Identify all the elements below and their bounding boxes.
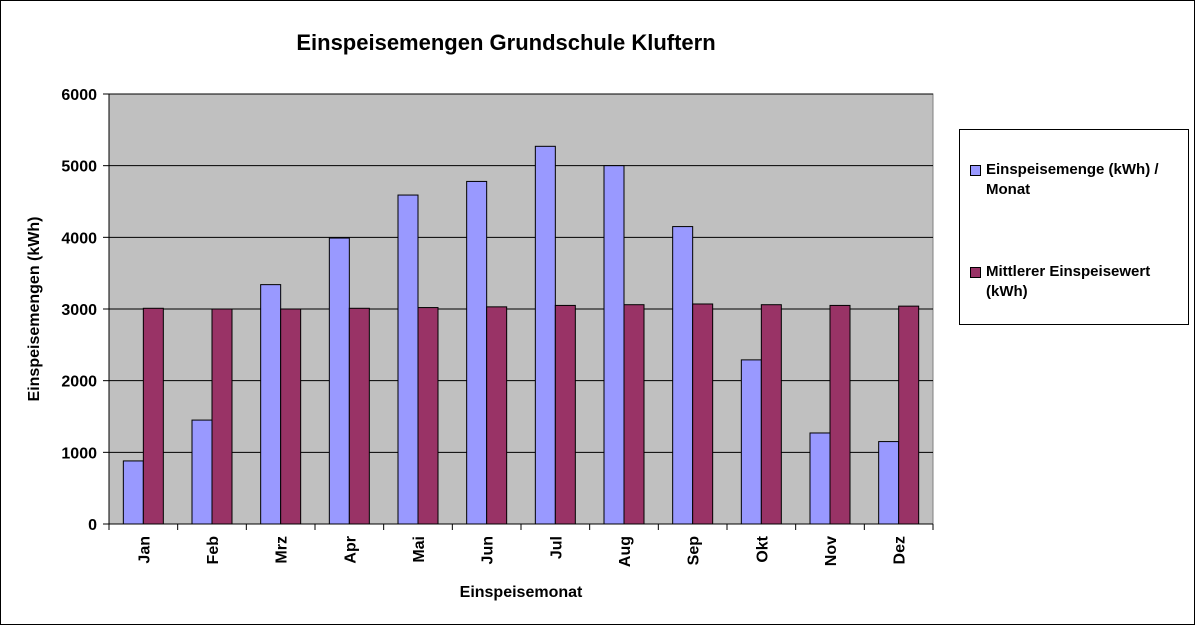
bar-series-1-okt [740,359,762,525]
bar-series-1-nov [809,432,831,525]
bar-series-1-apr [328,237,350,525]
bars [122,145,920,525]
y-tick-label: 0 [88,517,97,534]
bar-series-1-jul [534,145,556,525]
bar-series-1-sep [672,226,694,525]
x-axis-title: Einspeisemonat [460,584,583,601]
bar-series-1-dez [878,441,900,525]
x-tick-label-apr: Apr [342,536,359,564]
y-tick-label: 5000 [61,159,97,176]
x-tick-label-jan: Jan [136,536,153,564]
bar-series-2-jun [486,306,508,525]
bar-series-2-okt [760,304,782,525]
bar-series-1-jan [122,460,144,525]
x-tick-label-sep: Sep [686,536,703,566]
x-tick-label-jun: Jun [480,536,497,564]
x-tick-label-okt: Okt [754,535,771,562]
x-tick-label-nov: Nov [823,536,840,566]
bar-series-2-nov [829,304,851,525]
legend: Einspeisemenge (kWh) / Monat Mittlerer E… [959,129,1189,325]
x-tick-label-mrz: Mrz [274,536,291,564]
bar-series-1-mrz [260,284,282,525]
legend-swatch-series-2 [970,267,981,278]
gridlines [109,93,933,453]
y-tick-label: 2000 [61,374,97,391]
x-tick-label-dez: Dez [892,536,909,564]
bar-series-2-dez [898,305,920,525]
legend-label-series-2: Mittlerer Einspeisewert (kWh) [986,263,1151,300]
x-tick-labels: Jan Feb Mrz Apr Mai Jun Jul Aug Sep Okt Nov Dez [108,524,934,567]
bar-series-2-jul [554,304,576,525]
y-axis-title: Einspeisemengen (kWh) [26,217,43,402]
legend-entry-series-2: Mittlerer Einspeisewert (kWh) [970,262,1185,302]
x-tick-label-jul: Jul [548,536,565,559]
y-tick-label: 3000 [61,302,97,319]
bar-series-1-feb [191,419,213,525]
y-tick-label: 6000 [61,87,97,104]
bar-series-2-mrz [280,308,302,525]
y-tick-labels: 0 1000 2000 3000 4000 5000 6000 [61,87,109,534]
y-tick-label: 1000 [61,445,97,462]
bar-series-2-feb [211,308,233,525]
legend-label-series-1: Einspeisemenge (kWh) / Monat [986,161,1159,198]
bar-series-2-sep [692,303,714,525]
bar-series-2-aug [623,304,645,525]
bar-series-1-jun [466,180,488,525]
x-tick-label-aug: Aug [617,536,634,567]
x-tick-label-mai: Mai [411,536,428,563]
legend-entry-series-1: Einspeisemenge (kWh) / Monat [970,160,1185,200]
chart-title: Einspeisemengen Grundschule Kluftern [296,30,715,55]
bar-series-2-jan [142,307,164,525]
bar-series-2-apr [348,307,370,525]
bar-series-1-mai [397,194,419,525]
bar-series-2-mai [417,307,439,525]
x-tick-label-feb: Feb [205,536,222,565]
bar-series-1-aug [603,165,625,525]
legend-swatch-series-1 [970,165,981,176]
y-tick-label: 4000 [61,230,97,247]
